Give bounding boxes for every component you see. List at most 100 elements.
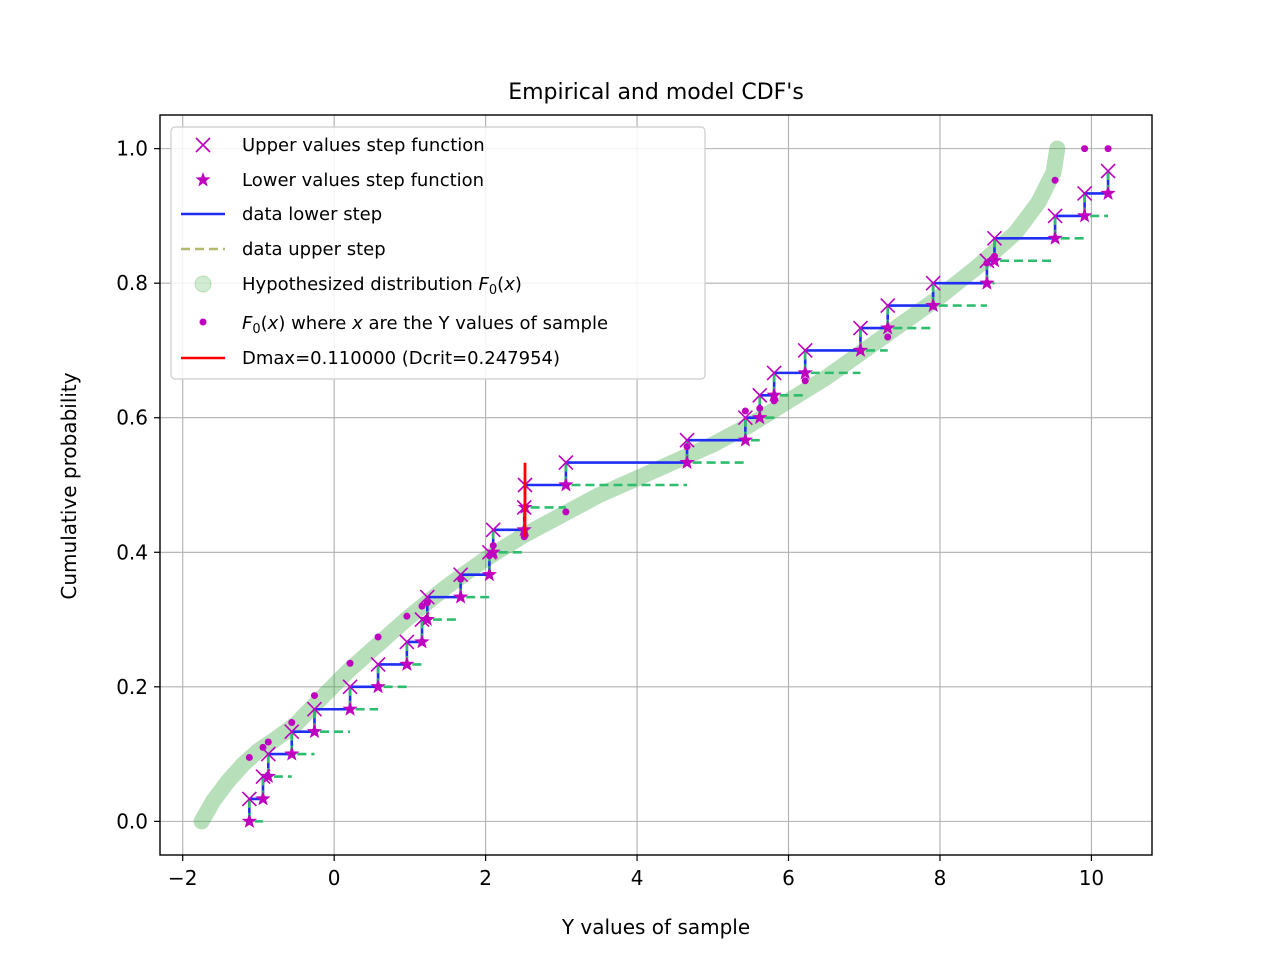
lower-value-star-marker	[797, 364, 813, 380]
legend-label-data-lower-step: data lower step	[242, 204, 382, 225]
upper-value-x-marker	[419, 589, 435, 605]
sample-markers	[241, 145, 1116, 828]
lower-value-star-marker	[195, 172, 211, 187]
f0-sample-point	[423, 599, 431, 607]
upper-value-x-marker	[485, 522, 501, 538]
f0-sample-point	[374, 633, 382, 641]
y-tick-label: 0.0	[116, 809, 148, 833]
legend-box	[170, 126, 706, 380]
lower-value-star-marker	[284, 746, 300, 761]
x-tick-label: 0	[328, 866, 341, 890]
f0-sample-point	[801, 377, 809, 385]
upper-value-x-marker	[241, 791, 257, 807]
legend-markers	[181, 137, 225, 360]
f0-sample-point	[403, 612, 411, 620]
chart-title: Empirical and model CDF's	[508, 80, 804, 105]
upper-value-x-marker	[399, 634, 415, 650]
legend-label-lower-values: Lower values step function	[242, 170, 484, 191]
y-tick-label: 0.4	[116, 540, 148, 564]
upper-value-x-marker	[737, 410, 753, 426]
upper-value-x-marker	[260, 746, 276, 762]
upper-value-x-marker	[1047, 208, 1063, 224]
lower-value-star-marker	[260, 768, 276, 783]
f0-sample-point	[756, 404, 764, 412]
upper-value-x-marker	[1100, 163, 1116, 179]
upper-value-x-marker	[195, 137, 211, 153]
f0-sample-point	[1051, 176, 1059, 184]
lower-value-star-marker	[558, 477, 574, 492]
f0-sample-point	[856, 346, 864, 354]
lower-value-star-marker	[1100, 185, 1116, 200]
upper-value-x-marker	[370, 656, 386, 672]
y-tick-label: 0.2	[116, 675, 148, 699]
lower-value-star-marker	[679, 454, 695, 469]
upper-value-x-marker	[558, 455, 574, 471]
legend-label-data-upper-step: data upper step	[242, 239, 386, 260]
x-tick-label: −2	[168, 866, 197, 890]
f0-sample-point	[245, 753, 253, 761]
lower-value-star-marker	[1077, 207, 1093, 223]
f0-sample-point	[288, 718, 296, 726]
legend-f0-sample-marker	[199, 318, 207, 326]
f0-sample-point	[990, 252, 998, 260]
upper-value-x-marker	[284, 724, 300, 740]
upper-value-x-marker	[852, 320, 869, 336]
legend: Upper values step function Lower values …	[170, 126, 706, 380]
x-tick-label: 2	[479, 866, 492, 890]
f0-sample-point	[264, 738, 272, 746]
plot-frame	[159, 114, 1153, 856]
upper-value-x-marker	[880, 298, 896, 314]
legend-hypothesized-marker	[194, 275, 212, 293]
lower-value-star-marker	[766, 387, 782, 402]
lower-value-star-marker	[481, 566, 497, 582]
lower-value-star-marker	[752, 409, 768, 425]
lower-value-star-marker	[414, 634, 430, 649]
y-axis-ticks: 0.0 0.2 0.4 0.6 0.8 1.0	[116, 137, 160, 833]
lower-value-star-marker	[737, 432, 753, 447]
y-tick-label: 0.8	[116, 271, 148, 295]
f0-sample-point	[259, 743, 267, 751]
upper-value-x-marker	[453, 567, 469, 583]
lower-value-star-marker	[342, 701, 358, 716]
legend-label-hypothesized: Hypothesized distribution F0(x)	[242, 274, 522, 298]
f0-sample-point	[683, 443, 691, 451]
upper-value-x-marker	[752, 387, 768, 403]
x-tick-label: 8	[934, 866, 947, 890]
lower-value-star-marker	[453, 589, 469, 604]
x-tick-label: 4	[631, 866, 644, 890]
x-axis-label: Y values of sample	[561, 915, 750, 939]
lower-value-star-marker	[485, 544, 501, 559]
f0-sample-point	[346, 659, 354, 667]
x-tick-label: 10	[1079, 866, 1104, 890]
lower-value-star-marker	[880, 320, 896, 335]
f0-sample-point	[741, 407, 749, 415]
x-axis-ticks: −2 0 2 4 6 8 10	[168, 855, 1104, 890]
f0-sample-point	[983, 259, 991, 267]
upper-value-x-marker	[986, 230, 1003, 246]
f0-sample-point	[489, 542, 497, 550]
upper-value-x-marker	[1077, 185, 1093, 202]
lower-value-star-marker	[370, 678, 386, 694]
f0-sample-point	[418, 602, 426, 610]
y-tick-label: 1.0	[116, 137, 148, 161]
lower-value-star-marker	[979, 275, 995, 290]
f0-sample-point	[770, 397, 778, 405]
upper-value-x-marker	[306, 701, 323, 717]
lower-value-star-marker	[399, 656, 415, 671]
upper-value-x-marker	[342, 679, 358, 695]
f0-sample-point	[1104, 145, 1112, 153]
y-tick-label: 0.6	[116, 406, 148, 430]
lower-value-star-marker	[255, 790, 271, 806]
f0-sample-point	[929, 302, 937, 310]
upper-value-x-marker	[766, 365, 782, 381]
lower-value-star-marker	[306, 723, 323, 739]
f0-sample-point	[1081, 145, 1089, 153]
x-tick-label: 6	[782, 866, 795, 890]
legend-label-f0-sample: F0(x) where x are the Y values of sample	[242, 313, 608, 337]
lower-value-star-marker	[986, 252, 1003, 268]
legend-label-upper-values: Upper values step function	[242, 135, 485, 156]
lower-value-star-marker	[241, 813, 257, 828]
lower-value-star-marker	[1047, 230, 1063, 245]
upper-value-x-marker	[797, 342, 813, 359]
